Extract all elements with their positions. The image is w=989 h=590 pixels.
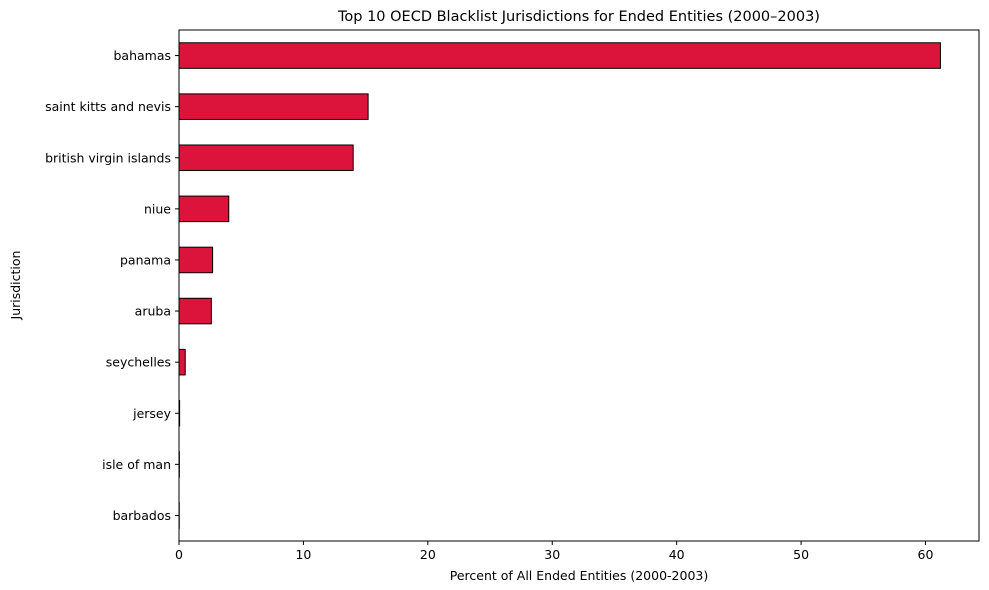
bar-seychelles bbox=[178, 348, 186, 376]
y-tick-label: aruba bbox=[135, 304, 171, 319]
y-tick-label: seychelles bbox=[106, 355, 171, 370]
x-tick-label: 40 bbox=[669, 547, 685, 562]
y-axis-label: Jurisdiction bbox=[8, 251, 23, 321]
y-tick-label: barbados bbox=[113, 508, 171, 523]
bar-niue bbox=[178, 195, 230, 223]
x-tick-label: 30 bbox=[544, 547, 560, 562]
bar-aruba bbox=[178, 297, 212, 325]
y-tick-label: jersey bbox=[132, 406, 172, 421]
chart-title: Top 10 OECD Blacklist Jurisdictions for … bbox=[337, 9, 820, 25]
x-tick-label: 0 bbox=[175, 547, 183, 562]
y-tick-label: saint kitts and nevis bbox=[45, 99, 171, 114]
y-tick-label: niue bbox=[144, 201, 171, 216]
x-tick-label: 50 bbox=[793, 547, 809, 562]
y-tick-label: isle of man bbox=[102, 457, 171, 472]
bar-british-virgin-islands bbox=[178, 144, 354, 172]
y-tick-label: british virgin islands bbox=[45, 150, 171, 165]
bar-panama bbox=[178, 246, 214, 274]
x-tick-label: 20 bbox=[420, 547, 436, 562]
x-tick-label: 10 bbox=[295, 547, 311, 562]
bar-saint-kitts-and-nevis bbox=[178, 93, 369, 120]
x-ticks-group: 0 10 20 30 40 50 60 bbox=[175, 541, 934, 562]
bar-bahamas bbox=[178, 42, 941, 69]
y-tick-label: panama bbox=[120, 252, 171, 267]
x-tick-label: 60 bbox=[918, 547, 934, 562]
y-ticks-group: bahamas saint kitts and nevis british virg… bbox=[45, 48, 179, 523]
y-tick-label: bahamas bbox=[113, 48, 171, 63]
plot-frame bbox=[178, 29, 980, 542]
bars-group bbox=[178, 42, 941, 529]
x-axis-label: Percent of All Ended Entities (2000-2003… bbox=[450, 568, 708, 583]
